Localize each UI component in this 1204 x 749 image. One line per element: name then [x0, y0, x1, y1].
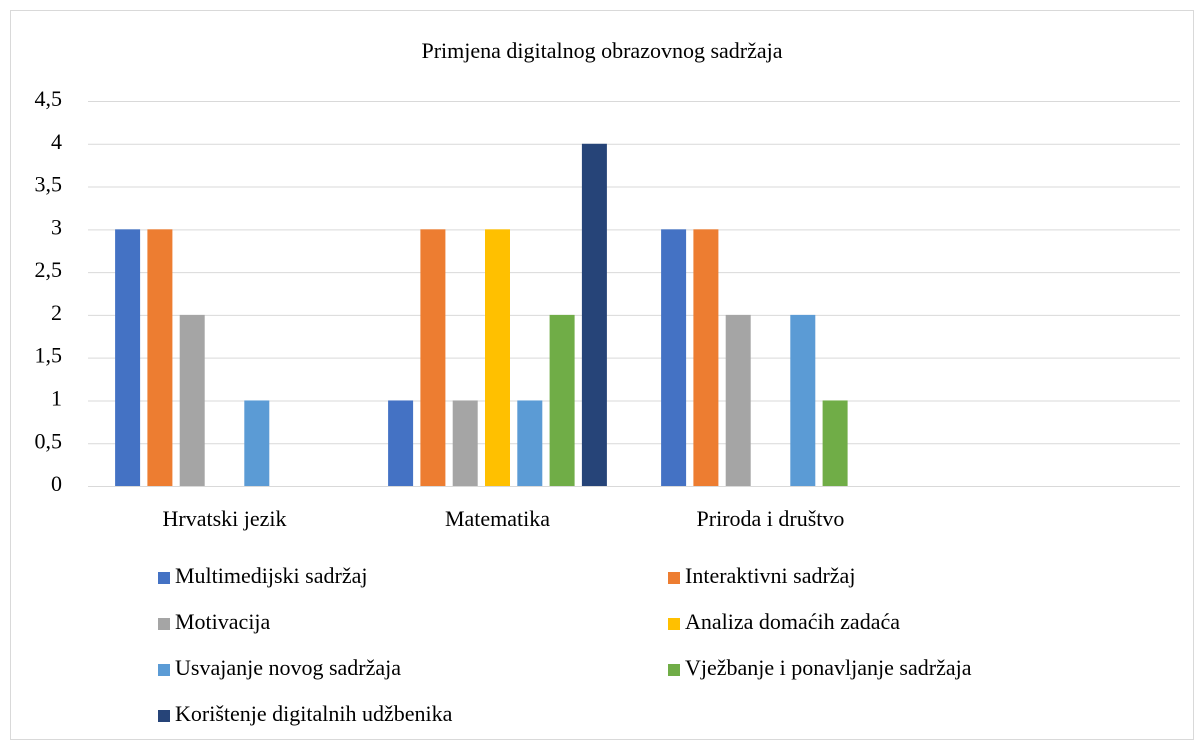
- bar: [388, 400, 414, 486]
- x-tick-label: Priroda i društvo: [697, 506, 845, 531]
- bar: [517, 400, 543, 486]
- y-tick-label: 4: [51, 129, 62, 154]
- y-tick-label: 2,5: [35, 257, 63, 282]
- legend-swatch: [668, 572, 680, 584]
- bar: [147, 229, 173, 487]
- bar: [115, 229, 141, 487]
- legend-swatch: [158, 710, 170, 722]
- legend-swatch: [158, 618, 170, 630]
- bar: [725, 314, 751, 486]
- x-tick-label: Hrvatski jezik: [162, 506, 286, 531]
- bar: [179, 314, 205, 486]
- legend-label: Usvajanje novog sadržaja: [175, 655, 401, 680]
- legend-swatch: [158, 572, 170, 584]
- bar: [549, 314, 575, 486]
- bar: [693, 229, 719, 487]
- y-tick-label: 2: [51, 300, 62, 325]
- x-tick-label: Matematika: [445, 506, 550, 531]
- bar: [485, 229, 510, 487]
- legend-swatch: [668, 618, 680, 630]
- chart-title: Primjena digitalnog obrazovnog sadržaja: [421, 38, 782, 63]
- y-tick-label: 3,5: [35, 172, 63, 197]
- bar: [452, 400, 478, 486]
- y-tick-label: 0: [51, 471, 62, 496]
- y-tick-label: 0,5: [35, 428, 63, 453]
- y-tick-label: 4,5: [35, 86, 63, 111]
- bar: [420, 229, 446, 487]
- bar: [244, 400, 270, 486]
- legend-label: Multimedijski sadržaj: [175, 563, 367, 588]
- bar: [661, 229, 687, 487]
- legend-label: Vježbanje i ponavljanje sadržaja: [685, 655, 972, 680]
- bar: [822, 400, 848, 486]
- y-tick-label: 1,5: [35, 343, 63, 368]
- bar: [790, 314, 816, 486]
- legend-label: Analiza domaćih zadaća: [685, 609, 900, 634]
- legend-swatch: [668, 664, 680, 676]
- legend-label: Korištenje digitalnih udžbenika: [175, 701, 453, 726]
- y-tick-label: 1: [51, 385, 62, 410]
- y-tick-label: 3: [51, 214, 62, 239]
- legend-swatch: [158, 664, 170, 676]
- bar: [581, 143, 607, 486]
- legend-label: Interaktivni sadržaj: [685, 563, 855, 588]
- legend-label: Motivacija: [175, 609, 271, 634]
